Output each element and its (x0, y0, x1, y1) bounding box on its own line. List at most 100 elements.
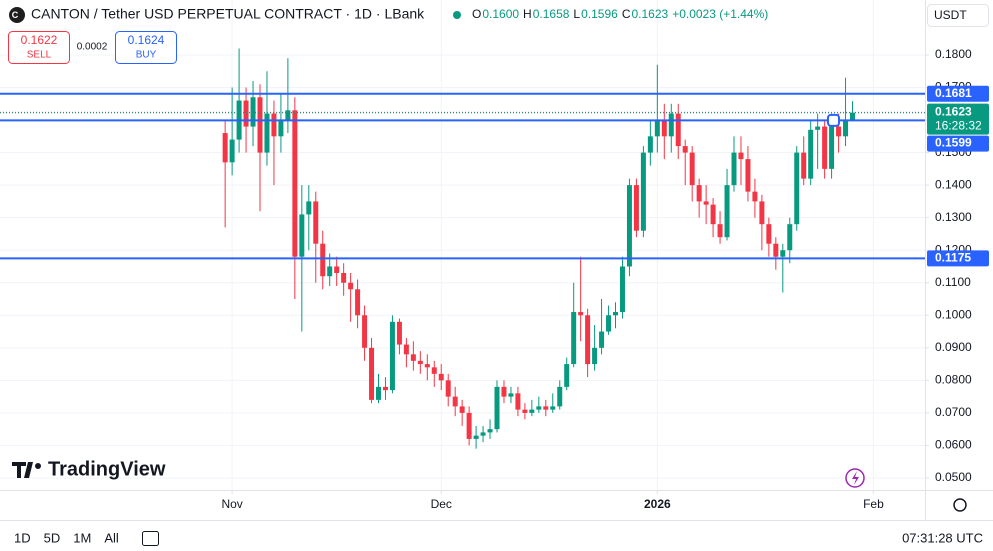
overlay (0, 92, 925, 260)
candle-body (619, 266, 625, 313)
candle-body (431, 367, 437, 374)
candle-body (362, 315, 368, 348)
ohlc-key: C (622, 7, 631, 21)
candle-body (389, 321, 395, 391)
candle-body (487, 429, 493, 433)
line-price-label: 0.1599 (935, 136, 972, 150)
candle-body (264, 113, 270, 153)
candle-body (815, 126, 821, 130)
x-tick-label: Feb (863, 497, 884, 511)
symbol-icon-glyph: C (12, 10, 19, 20)
candle-body (843, 120, 849, 137)
line-price-label: 0.1175 (935, 251, 971, 265)
candle-body (396, 321, 402, 345)
axis: 0.18000.17000.16000.15000.14000.13000.12… (221, 47, 989, 511)
candle-body (564, 364, 570, 387)
candle-body (592, 347, 598, 365)
y-tick-label: 0.1300 (935, 210, 972, 224)
candle-body (689, 152, 695, 186)
candle-body (382, 386, 388, 391)
timeframe-button[interactable]: 1D (14, 530, 31, 545)
candle-body (424, 364, 430, 368)
x-tick-label: Nov (221, 497, 242, 511)
candle-body (557, 386, 563, 407)
candle-body (348, 282, 354, 290)
candle-body (459, 406, 465, 413)
y-tick-label: 0.0700 (935, 405, 972, 419)
candle-body (271, 113, 277, 137)
candle-body (647, 136, 653, 153)
buy-price: 0.1624 (128, 33, 165, 47)
ohlc-value: 0.1596 (581, 7, 618, 21)
candle-body (341, 272, 347, 283)
date-range-icon[interactable] (142, 531, 159, 546)
buy-button[interactable] (115, 31, 177, 64)
brand-icon-dot (35, 463, 41, 469)
timeframes: 1D 5D 1M All (14, 530, 119, 545)
candle-body (550, 406, 556, 410)
currency: USDT (934, 8, 967, 22)
candle-body (682, 146, 688, 153)
sell-button[interactable] (8, 31, 70, 64)
candle-body (508, 393, 514, 397)
candle-body (285, 110, 291, 121)
candle-body (571, 312, 577, 365)
y-tick-label: 0.0600 (935, 438, 972, 452)
countdown: 16:28:32 (935, 119, 982, 133)
currency-button[interactable] (927, 4, 989, 27)
y-tick-label: 0.1400 (935, 177, 972, 191)
line-price-tag (927, 250, 989, 267)
candle-body (675, 113, 681, 147)
line-price-tag (927, 135, 989, 152)
candle-body (626, 185, 632, 267)
candle-body (696, 185, 702, 202)
sell-label: SELL (27, 50, 52, 61)
candle-body (403, 344, 409, 355)
sell-price: 0.1622 (21, 33, 58, 47)
candle-body (759, 201, 765, 225)
timeframe-button[interactable]: 5D (44, 530, 61, 545)
candle-body (327, 266, 333, 277)
candle-body (501, 386, 507, 397)
ohlc-value: 0.1600 (482, 7, 519, 21)
candle-body (738, 152, 744, 160)
candle-body (794, 152, 800, 225)
candle-body (222, 133, 228, 163)
last-price-label: 0.1623 (935, 105, 972, 119)
spread: 0.0002 (77, 42, 108, 53)
brand-logo: TradingView (12, 458, 166, 480)
candle-body (543, 406, 549, 410)
ui: C CANTON / Tether USD PERPETUAL CONTRACT… (8, 4, 989, 546)
x-tick-label: Dec (431, 497, 452, 511)
candle-body (313, 201, 319, 244)
timeframe-button[interactable]: 1M (73, 530, 91, 545)
candle-body (850, 112, 856, 121)
candle-body (410, 354, 416, 361)
timeframe-button[interactable]: All (104, 530, 119, 545)
clock: 07:31:28 UTC (902, 530, 983, 545)
candle-body (703, 201, 709, 205)
candle-body (613, 312, 619, 316)
candle-body (745, 159, 751, 192)
ohlc-value: 0.1658 (533, 7, 570, 21)
candle-body (445, 380, 451, 397)
candle-body (473, 435, 479, 439)
settings-icon[interactable] (953, 498, 967, 512)
candle-body (633, 185, 639, 231)
y-tick-label: 0.1000 (935, 307, 972, 321)
candle-body (306, 201, 312, 215)
candle-body (661, 120, 667, 137)
candle-body (599, 331, 605, 348)
candle-body (250, 97, 256, 127)
brand: TradingView (48, 458, 166, 480)
candle-body (787, 224, 793, 251)
y-tick-label: 0.0900 (935, 340, 972, 354)
candle-body (529, 409, 535, 413)
candle-body (536, 406, 542, 410)
candle-body (654, 120, 660, 137)
candle-body (320, 243, 326, 277)
candle-body (480, 432, 486, 436)
buy-label: BUY (136, 50, 157, 61)
